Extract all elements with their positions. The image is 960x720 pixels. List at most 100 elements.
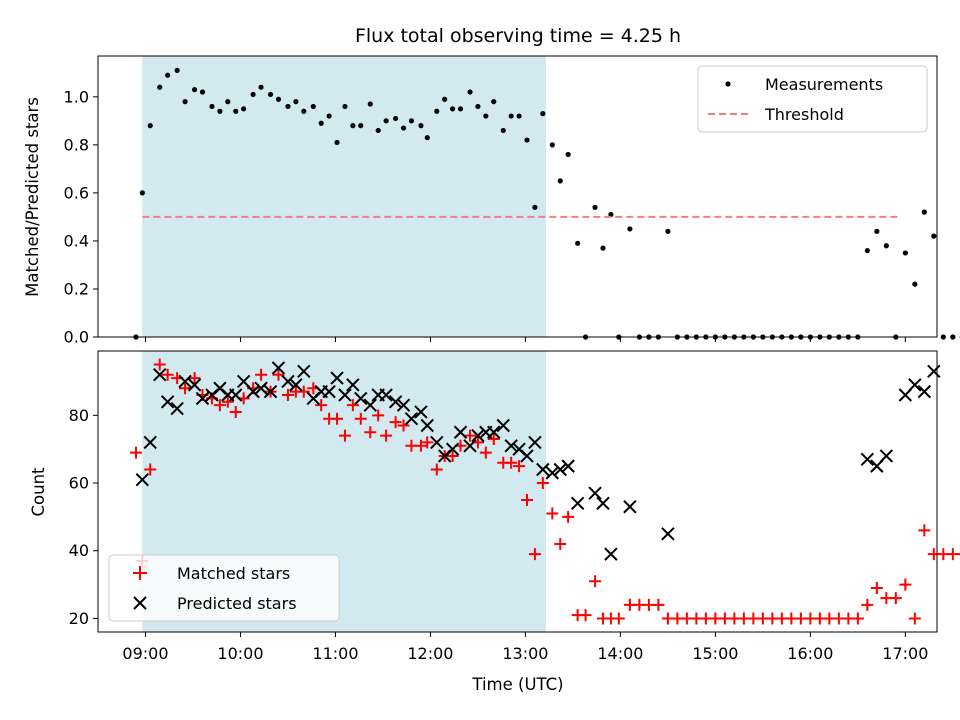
matched-stars-point: [889, 592, 902, 605]
top-observing-window-shade: [142, 56, 546, 337]
legend-label-predicted: Predicted stars: [177, 594, 297, 613]
top-ylabel: Matched/Predicted stars: [23, 97, 42, 297]
measurements-point: [627, 226, 633, 232]
legend-marker-predicted: [133, 596, 147, 610]
predicted-stars-point: [420, 418, 434, 433]
measurements-point: [565, 151, 571, 158]
measurements-point: [174, 67, 180, 74]
predicted-stars-point: [246, 384, 260, 399]
measurements-point: [449, 106, 456, 112]
matched-stars-point: [397, 419, 410, 432]
top-ytick-label: 0.8: [64, 135, 89, 154]
predicted-stars-point: [471, 428, 485, 443]
matched-stars-point: [579, 609, 592, 622]
predicted-stars-point: [588, 486, 602, 500]
measurements-point: [874, 228, 880, 234]
top-axes-frame: [97, 55, 938, 338]
predicted-stars-point: [520, 449, 534, 463]
predicted-stars-point: [661, 527, 675, 541]
predicted-stars-point: [229, 388, 243, 402]
top-subplot: 0.0 0.2 0.4 0.6 0.8 1.0 Matched/Predicted sta…: [23, 55, 960, 347]
matched-stars-point: [255, 368, 268, 381]
matched-stars-point: [272, 368, 285, 381]
xtick-label: 13:00: [502, 644, 548, 663]
predicted-stars-point: [879, 449, 894, 463]
matched-stars-point: [213, 399, 226, 412]
legend-label-matched: Matched stars: [177, 564, 290, 583]
predicted-stars-point: [160, 395, 175, 409]
bottom-legend: Matched stars Predicted stars: [108, 554, 340, 622]
measurements-point: [575, 240, 581, 246]
measurements-point: [549, 142, 555, 148]
legend-marker-matched: [133, 566, 147, 580]
measurements-point: [367, 101, 373, 107]
predicted-stars-point: [596, 496, 610, 511]
measurements-point: [418, 123, 424, 129]
legend-marker-measurements: [725, 81, 731, 87]
xtick-label: 15:00: [692, 644, 738, 663]
top-ytick-label: 1.0: [64, 87, 89, 106]
predicted-stars-point: [346, 378, 360, 392]
bottom-ytick-label: 80: [69, 406, 89, 425]
chart-title: Flux total observing time = 4.25 h: [355, 25, 681, 47]
bottom-axes-frame: [97, 350, 938, 633]
predicted-stars-point: [561, 459, 575, 473]
predicted-stars-point: [860, 452, 875, 467]
predicted-stars-point: [322, 384, 336, 399]
measurements-point: [491, 99, 497, 105]
measurements-point: [557, 178, 563, 184]
predicted-stars-point: [271, 361, 286, 375]
matched-stars-point: [562, 510, 575, 523]
predicted-stars-point: [553, 462, 567, 477]
measurements-point: [500, 127, 506, 134]
predicted-stars-point: [135, 472, 150, 487]
xtick-label: 12:00: [407, 644, 453, 663]
measurements-point: [864, 247, 870, 254]
measurements-point: [600, 245, 606, 251]
matched-stars-point: [589, 575, 602, 588]
matched-stars-point: [188, 372, 201, 385]
measurements-point: [457, 106, 464, 112]
matched-stars-point: [281, 389, 294, 402]
predicted-stars-point: [187, 378, 202, 392]
matched-stars-point: [479, 446, 492, 459]
measurements-point: [950, 334, 956, 340]
predicted-stars-point: [396, 398, 411, 412]
measurements-point: [157, 84, 163, 90]
matched-stars-point: [513, 460, 526, 473]
matched-stars-point: [528, 548, 541, 561]
measurements-point: [393, 115, 399, 122]
predicted-stars-point: [927, 364, 941, 379]
predicted-stars-point: [414, 405, 428, 419]
measurements-point: [334, 139, 340, 146]
measurements-point: [165, 72, 171, 78]
matched-stars-point: [554, 537, 567, 550]
measurements-point: [475, 103, 481, 110]
matched-stars-point: [389, 416, 402, 429]
measurements-point: [301, 108, 307, 114]
measurements-point: [508, 113, 514, 119]
xtick-label: 11:00: [312, 644, 358, 663]
top-ytick-label: 0.4: [64, 231, 89, 250]
measurements-point: [524, 137, 530, 143]
measurements-point: [258, 84, 264, 90]
measurements-point: [350, 123, 356, 129]
predicted-stars-point: [545, 466, 560, 480]
measurements-point: [883, 243, 889, 249]
measurements-point: [225, 99, 231, 105]
measurements-point: [285, 103, 291, 110]
measurements-point: [293, 99, 299, 105]
matched-stars-point: [464, 429, 477, 442]
xtick-label: 10:00: [217, 644, 263, 663]
xtick-label: 14:00: [597, 644, 643, 663]
xtick-label: 09:00: [122, 644, 168, 663]
measurements-point: [191, 87, 198, 93]
measurements-point: [139, 190, 145, 196]
measurements-point: [250, 91, 256, 98]
matched-stars-point: [161, 368, 174, 381]
matched-stars-point: [129, 446, 142, 459]
matched-stars-point: [430, 463, 443, 476]
measurements-point: [921, 209, 927, 215]
predicted-stars-point: [281, 374, 295, 389]
